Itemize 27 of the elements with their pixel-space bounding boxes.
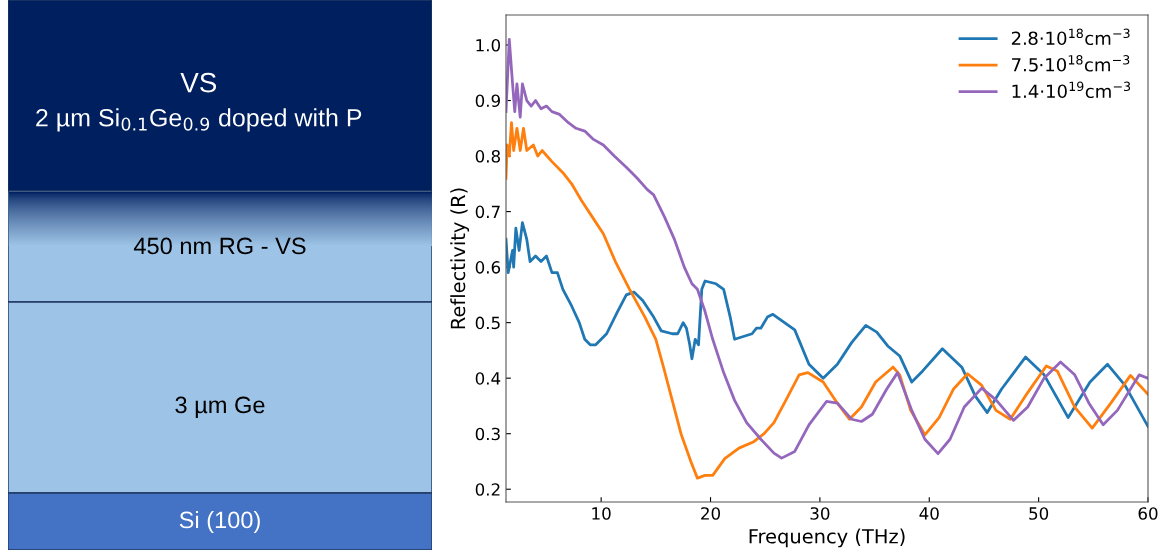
y-tick-label: 0.5 (475, 316, 500, 330)
y-tick-label: 0.4 (475, 372, 501, 385)
y-tick-label: 0.9 (475, 94, 500, 108)
legend-label: 1.4·10$^{19}$cm$^{−3}$ (1012, 81, 1131, 99)
y-tick-label: 0.7 (475, 205, 500, 219)
x-tick-label: 50 (1029, 507, 1049, 520)
y-tick-label: 0.2 (475, 483, 500, 496)
text: 3 µm Ge (175, 396, 265, 418)
x-tick-label: 10 (592, 507, 611, 520)
y-tick-label: 0.8 (475, 150, 500, 163)
y-tick-label: 0.3 (475, 427, 500, 441)
text: 450 nm RG - VS (133, 237, 306, 255)
x-axis-title: Frequency (THz) (749, 528, 905, 548)
text: Si (100) (179, 510, 260, 533)
y-tick-label: 1.0 (476, 38, 501, 52)
legend-label: 7.5·10$^{18}$cm$^{−3}$ (1012, 55, 1130, 72)
y-tick-label: 0.6 (475, 261, 501, 274)
line-series (506, 121, 1148, 480)
line-series (506, 221, 1148, 428)
y-axis-title: Reflectivity (R) (450, 188, 470, 329)
x-tick-label: 20 (701, 507, 721, 520)
legend-label: 2.8·10$^{18}$cm$^{−3}$ (1011, 28, 1130, 46)
text: VS (180, 72, 217, 93)
text: 2 µm Si$_{0.1}$Ge$_{0.9}$ doped with P (36, 108, 362, 132)
x-tick-label: 60 (1138, 507, 1158, 520)
x-tick-label: 40 (919, 507, 939, 520)
x-tick-label: 30 (810, 507, 830, 520)
